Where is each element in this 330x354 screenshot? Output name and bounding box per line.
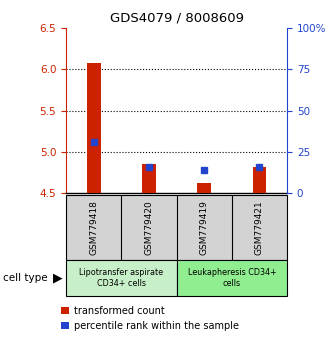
Text: GSM779420: GSM779420 xyxy=(145,200,153,255)
Legend: transformed count, percentile rank within the sample: transformed count, percentile rank withi… xyxy=(61,306,239,331)
Bar xyxy=(87,63,101,193)
Text: GSM779421: GSM779421 xyxy=(255,200,264,255)
Text: ▶: ▶ xyxy=(53,272,63,284)
Bar xyxy=(142,164,156,193)
Bar xyxy=(66,260,177,296)
Bar xyxy=(177,260,287,296)
Text: Leukapheresis CD34+
cells: Leukapheresis CD34+ cells xyxy=(187,268,276,287)
Title: GDS4079 / 8008609: GDS4079 / 8008609 xyxy=(110,11,244,24)
Text: cell type: cell type xyxy=(3,273,48,283)
Bar xyxy=(252,167,266,193)
Text: GSM779419: GSM779419 xyxy=(200,200,209,255)
Text: Lipotransfer aspirate
CD34+ cells: Lipotransfer aspirate CD34+ cells xyxy=(79,268,163,287)
Bar xyxy=(197,183,211,193)
Text: GSM779418: GSM779418 xyxy=(89,200,98,255)
